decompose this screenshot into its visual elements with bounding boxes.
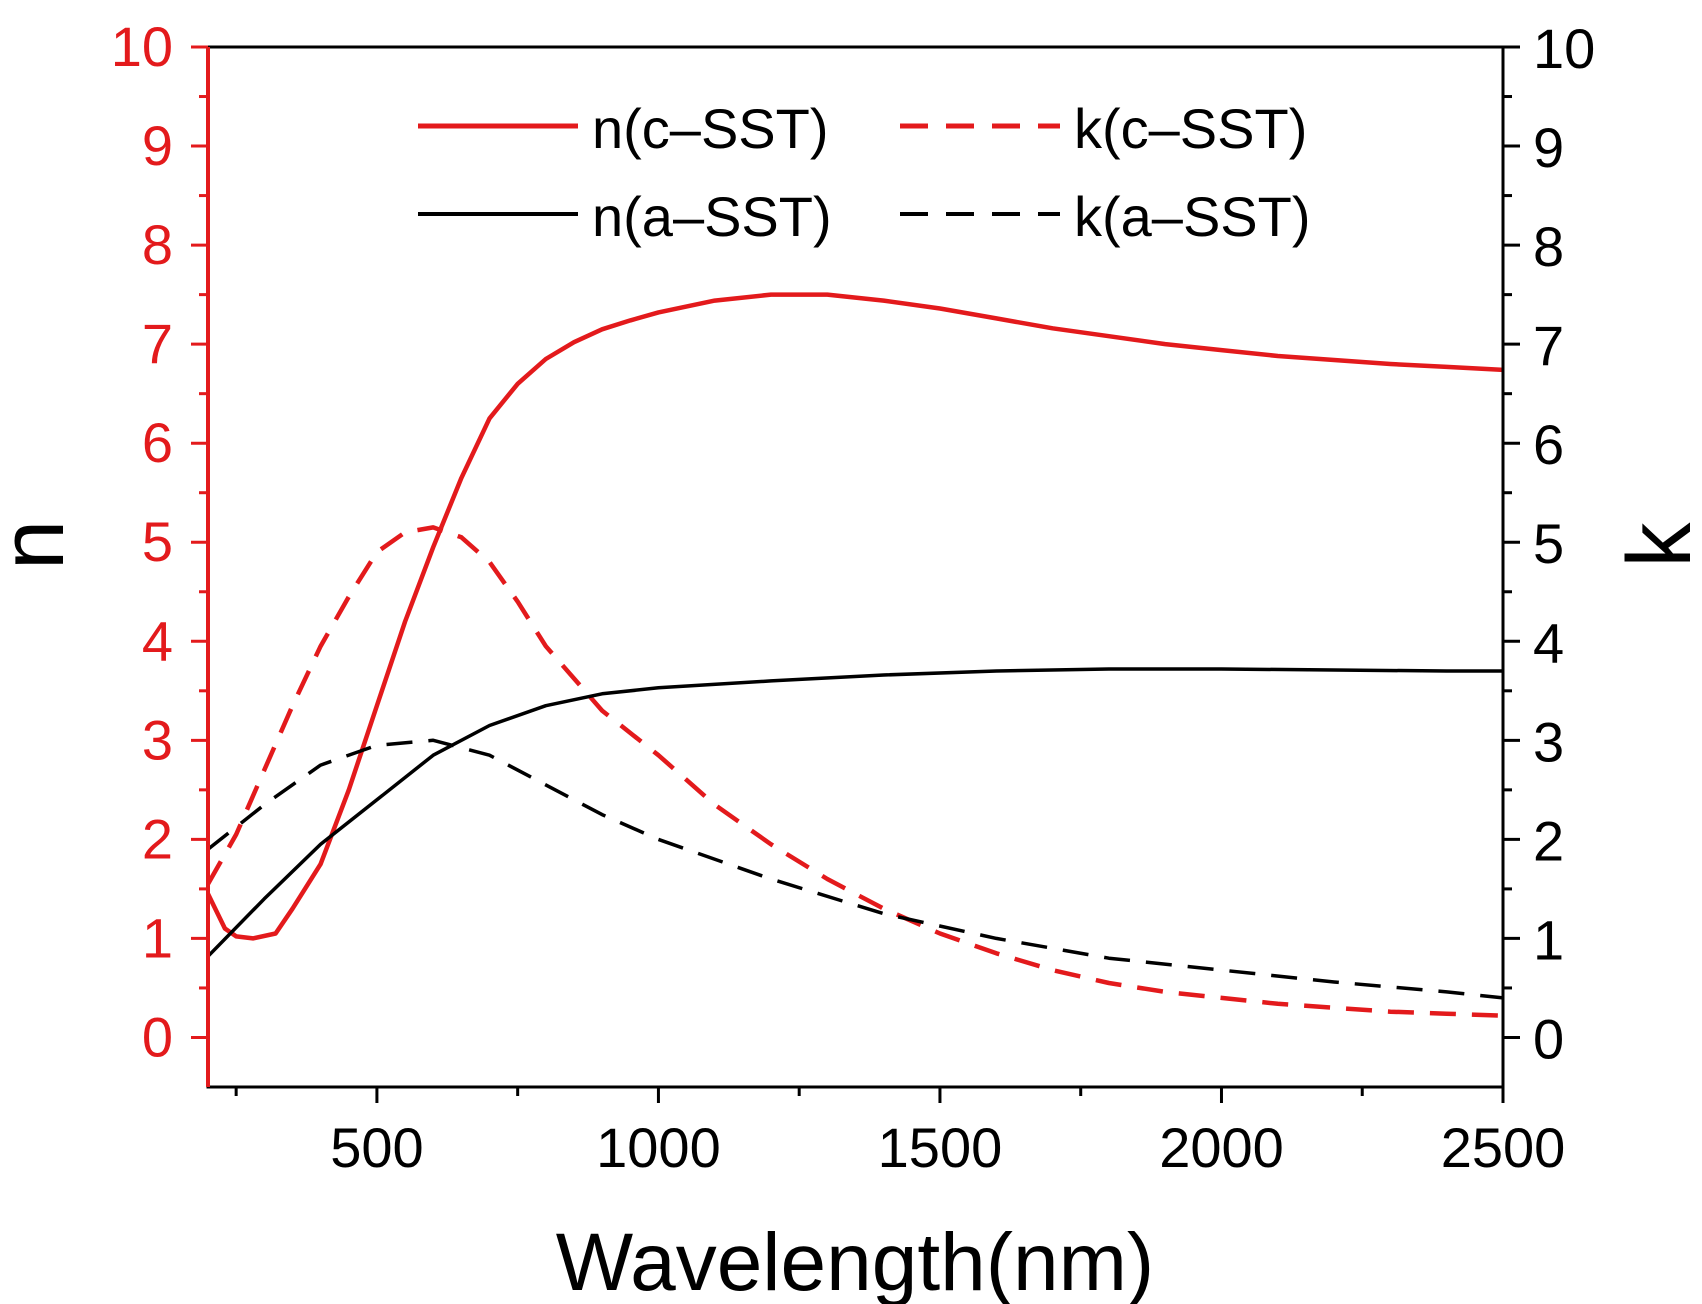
y-left-tick-label: 9 <box>142 114 173 177</box>
y-right-tick-label: 9 <box>1533 116 1564 179</box>
y-right-tick-label: 6 <box>1533 413 1564 476</box>
y-left-tick-label: 6 <box>142 411 173 474</box>
y-axis-left-title: n <box>0 520 83 570</box>
y-right-tick-label: 7 <box>1533 314 1564 377</box>
y-left-tick-label: 2 <box>142 807 173 870</box>
legend-label-1: k(c–SST) <box>1074 97 1307 160</box>
y-right-tick-label: 3 <box>1533 710 1564 773</box>
legend: n(c–SST) k(c–SST) n(a–SST) k(a–SST) <box>418 97 1311 248</box>
series-line-1 <box>206 525 1504 1018</box>
x-axis: 500 1000 1500 2000 2500 <box>234 1087 1566 1179</box>
y-right-tick-label: 2 <box>1533 809 1564 872</box>
y-left-tick-label: 3 <box>142 708 173 771</box>
y-right-tick-label: 5 <box>1533 512 1564 575</box>
y-axis-right-title: k <box>1610 522 1702 568</box>
y-right-tick-label: 0 <box>1533 1007 1564 1070</box>
legend-label-3: k(a–SST) <box>1074 185 1311 248</box>
y-axis-right: 0 1 2 3 4 5 6 7 8 9 10 <box>1503 17 1595 1070</box>
y-axis-left: 0 1 2 3 4 5 6 7 8 9 10 <box>111 15 208 1068</box>
legend-label-2: n(a–SST) <box>592 185 832 248</box>
y-right-tick-label: 1 <box>1533 908 1564 971</box>
plot-lines <box>205 292 1504 1018</box>
y-left-tick-label: 1 <box>142 906 173 969</box>
y-right-tick-label: 4 <box>1533 611 1564 674</box>
y-left-tick-label: 10 <box>111 15 173 78</box>
y-left-tick-label: 5 <box>142 510 173 573</box>
y-left-tick-label: 8 <box>142 213 173 276</box>
legend-label-0: n(c–SST) <box>592 97 829 160</box>
x-axis-title: Wavelength(nm) <box>556 1217 1155 1304</box>
series-line-3 <box>206 738 1504 1000</box>
x-tick-label: 1000 <box>596 1116 721 1179</box>
x-tick-label: 500 <box>330 1116 423 1179</box>
x-tick-label: 2500 <box>1441 1116 1566 1179</box>
y-right-tick-label: 8 <box>1533 215 1564 278</box>
y-left-tick-label: 7 <box>142 312 173 375</box>
y-left-tick-label: 0 <box>142 1005 173 1068</box>
y-left-tick-label: 4 <box>142 609 173 672</box>
y-right-tick-label: 10 <box>1533 17 1595 80</box>
x-tick-label: 1500 <box>878 1116 1003 1179</box>
series-line-2 <box>206 667 1503 958</box>
series-line-0 <box>205 292 1504 941</box>
x-tick-label: 2000 <box>1159 1116 1284 1179</box>
